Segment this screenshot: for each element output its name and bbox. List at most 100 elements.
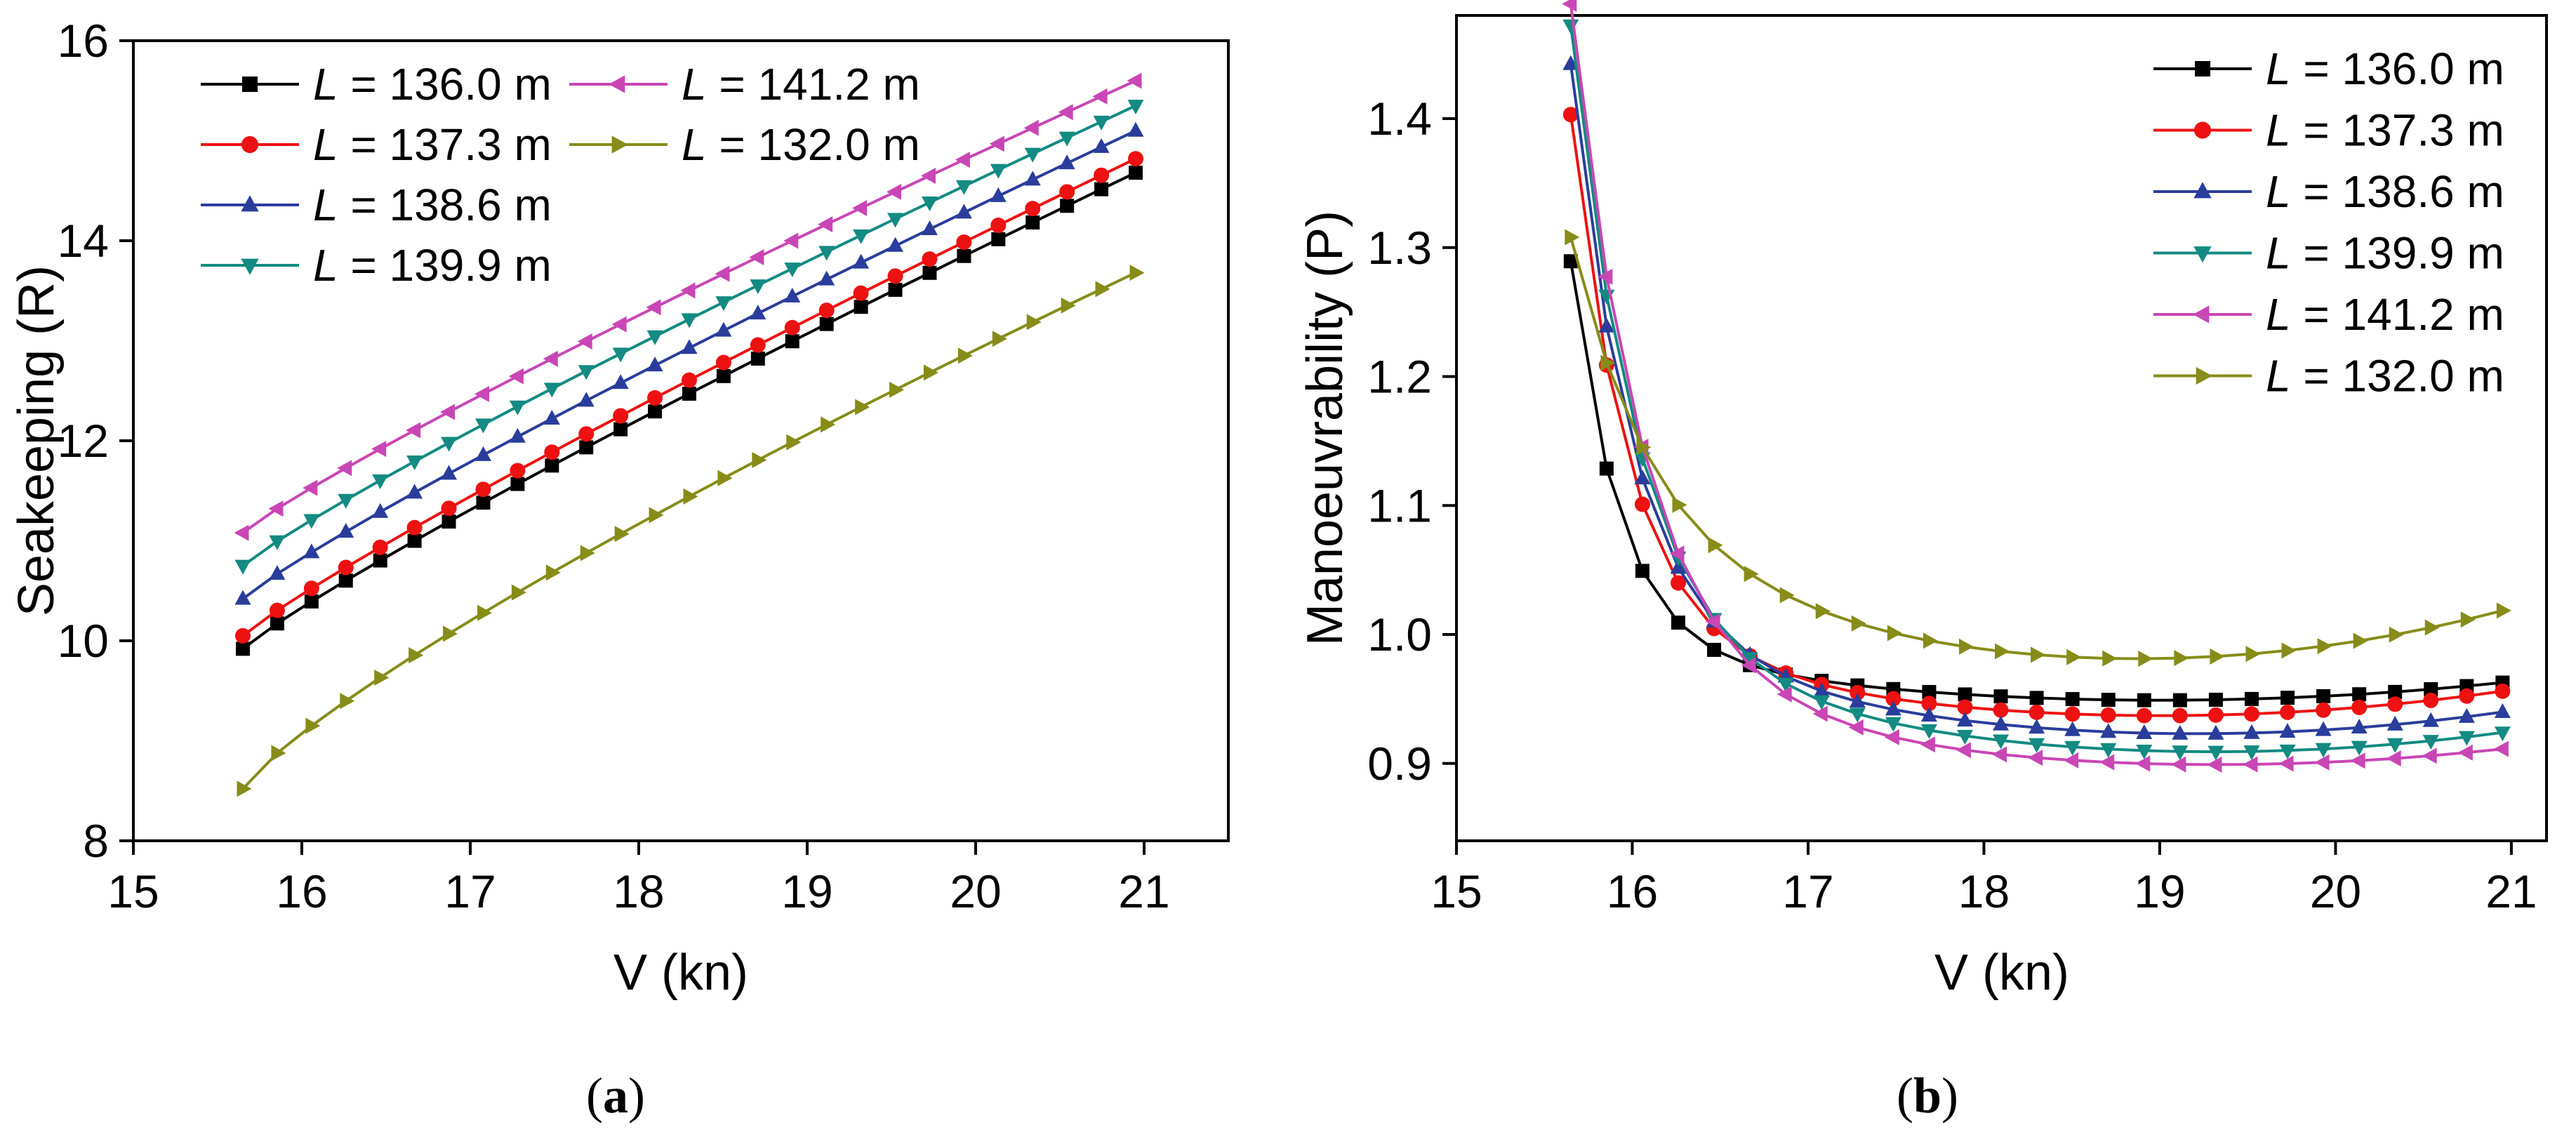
- panel-b-series-3-point-0: [1562, 19, 1579, 34]
- panel-b-legend-marker-4: [2193, 305, 2210, 324]
- panel-b-series-2-point-2: [1634, 470, 1651, 485]
- panel-a-series-3-point-7: [474, 418, 491, 434]
- panel-a-series-0-point-7: [476, 495, 491, 510]
- panel-b-series-0-point-21: [2316, 689, 2331, 703]
- panel-b-legend-label-5-prefix: L: [2266, 351, 2291, 401]
- panel-a-series-0-point-5: [407, 533, 422, 548]
- panel-b-series-0-point-22: [2352, 687, 2367, 702]
- panel-a-series-2-point-21: [955, 204, 972, 219]
- panel-b-legend-marker-2: [2193, 182, 2212, 199]
- panel-a-series-2-point-9: [543, 409, 560, 425]
- panel-a-series-3: [234, 100, 1144, 575]
- panel-b-series-2-point-17: [2172, 724, 2189, 740]
- panel-b-series-4-point-21: [2314, 754, 2330, 771]
- panel-b-series-3-point-6: [1777, 677, 1794, 693]
- panel-a-series-1-point-18: [853, 285, 869, 301]
- panel-b-series-5-point-25: [2460, 611, 2476, 628]
- panel-a-ytick-label: 10: [58, 615, 109, 667]
- panel-b-series-3-point-15: [2100, 743, 2117, 758]
- panel-a-legend-label-3-text: = 139.9 m: [338, 240, 552, 291]
- panel-a-legend-label-0-text: = 136.0 m: [338, 59, 552, 109]
- panel-a-series-1-point-15: [750, 337, 766, 353]
- panel-b: 15 16 17 18 19 20 21 0.9 1.0 1.1 1.2 1.3 1.4 L = 136…: [1297, 0, 2548, 1124]
- panel-a-series-0-point-16: [785, 334, 799, 349]
- panel-b-legend-item-1: L = 137.3 m: [2153, 105, 2504, 156]
- panel-b-series-0-point-15: [2101, 693, 2116, 707]
- panel-b-legend-item-5: L = 132.0 m: [2153, 351, 2504, 401]
- panel-b-series: [1562, 0, 2511, 773]
- panel-b-series-3-point-19: [2243, 745, 2260, 761]
- panel-a-series-1-point-13: [682, 372, 697, 388]
- panel-b-series-1-point-25: [2459, 688, 2475, 704]
- panel-b-series-5-point-13: [2031, 646, 2046, 663]
- panel-b-series-4-point-15: [2099, 754, 2115, 771]
- panel-b-legend: L = 136.0 mL = 137.3 mL = 138.6 mL = 139…: [2153, 44, 2504, 401]
- panel-a-series-0-point-21: [957, 248, 971, 263]
- panel-b-series-5-point-24: [2424, 619, 2440, 636]
- panel-a-legend: L = 136.0 mL = 137.3 mL = 138.6 mL = 139…: [201, 59, 920, 291]
- panel-a-series-1-point-10: [578, 426, 595, 442]
- panel-a-ticks: 15 16 17 18 19 20 21 8 10 12 14 16: [58, 15, 1170, 917]
- panel-a-series-5-point-9: [545, 564, 561, 581]
- panel-a-series-4-point-7: [474, 385, 489, 402]
- panel-b-series-5-point-11: [1958, 638, 1974, 655]
- panel-b-series-1-point-8: [1850, 684, 1866, 700]
- panel-a-series-5: [237, 265, 1145, 797]
- panel-a-series-0-point-8: [510, 477, 525, 491]
- panel-b-ticks: 15 16 17 18 19 20 21 0.9 1.0 1.1 1.2 1.3 1.4: [1367, 93, 2537, 917]
- panel-a-series-2-point-11: [612, 374, 629, 390]
- panel-a-series-5-point-8: [511, 584, 526, 601]
- panel-b-ytick-label: 1.4: [1367, 93, 1432, 145]
- panel-a-series-5-point-16: [786, 434, 802, 451]
- panel-b-series-1-point-12: [1993, 702, 2009, 718]
- panel-b-xtick-label: 16: [1607, 865, 1658, 917]
- panel-b-ytick-label: 1.3: [1367, 222, 1432, 274]
- panel-b-ytick-label: 1.0: [1367, 608, 1432, 660]
- panel-a-series-1-point-4: [372, 539, 388, 555]
- panel-b-ytick-label: 1.2: [1367, 351, 1432, 403]
- panel-a-series-2-point-3: [338, 523, 354, 538]
- panel-a-series-2-point-19: [887, 237, 904, 252]
- panel-a-legend-label-3: L = 139.9 m: [313, 240, 552, 291]
- panel-b-ytick-label: 1.1: [1367, 479, 1432, 531]
- panel-a-series-3-point-11: [612, 347, 629, 363]
- panel-a-series-3-point-13: [681, 313, 698, 328]
- panel-a-series-2-point-16: [784, 287, 801, 302]
- panel-a-series-2-point-1: [269, 565, 286, 580]
- panel-a-series-3-point-15: [750, 279, 766, 295]
- panel-b-series-5-point-2: [1636, 439, 1652, 455]
- panel-b-series-4-point-5: [1741, 657, 1756, 674]
- panel-a-series: [234, 72, 1145, 797]
- panel-b-series-5-point-26: [2496, 602, 2511, 619]
- panel-b-series-3-point-22: [2351, 740, 2368, 756]
- panel-b-series-4-point-24: [2422, 747, 2437, 764]
- panel-a-series-2-point-14: [715, 321, 732, 337]
- panel-a-series-0-point-4: [373, 553, 387, 568]
- panel-a-series-1-point-16: [784, 319, 800, 335]
- panel-a-series-2-point-26: [1127, 121, 1144, 137]
- panel-a-series-2-point-2: [303, 543, 320, 559]
- panel-a-ylabel: Seakeeping (R): [8, 265, 65, 616]
- panel-b-series-5-point-17: [2174, 650, 2189, 667]
- panel-b-series-3-point-14: [2064, 740, 2081, 756]
- panel-b-caption: (b): [1897, 1067, 1958, 1124]
- panel-a-legend-label-5: L = 132.0 m: [682, 119, 920, 170]
- panel-b-series-2-point-21: [2315, 721, 2332, 736]
- panel-b-series-5-point-18: [2210, 648, 2225, 665]
- panel-a-series-1-point-24: [1059, 184, 1075, 200]
- panel-a-series-3-point-6: [441, 437, 458, 452]
- panel-b-series-2-point-1: [1598, 317, 1615, 333]
- panel-a-series-4-point-26: [1127, 72, 1142, 89]
- panel-b-series-5-point-12: [1995, 643, 2010, 660]
- panel-b-xtick-label: 17: [1782, 865, 1833, 917]
- panel-b-series-3-point-23: [2386, 738, 2403, 753]
- panel-b-series-1-point-3: [1670, 575, 1686, 591]
- panel-b-series-1-point-2: [1634, 496, 1650, 512]
- panel-a-series-2-point-13: [681, 339, 698, 354]
- panel-a-legend-item-5: L = 132.0 m: [569, 119, 920, 170]
- panel-b-legend-label-4: L = 141.2 m: [2266, 289, 2504, 340]
- panel-a-series-2-point-23: [1024, 171, 1041, 186]
- panel-b-legend-label-5-text: = 132.0 m: [2291, 351, 2504, 401]
- panel-a-series-1-point-3: [338, 559, 354, 576]
- panel-b-series-2-point-8: [1849, 693, 1866, 708]
